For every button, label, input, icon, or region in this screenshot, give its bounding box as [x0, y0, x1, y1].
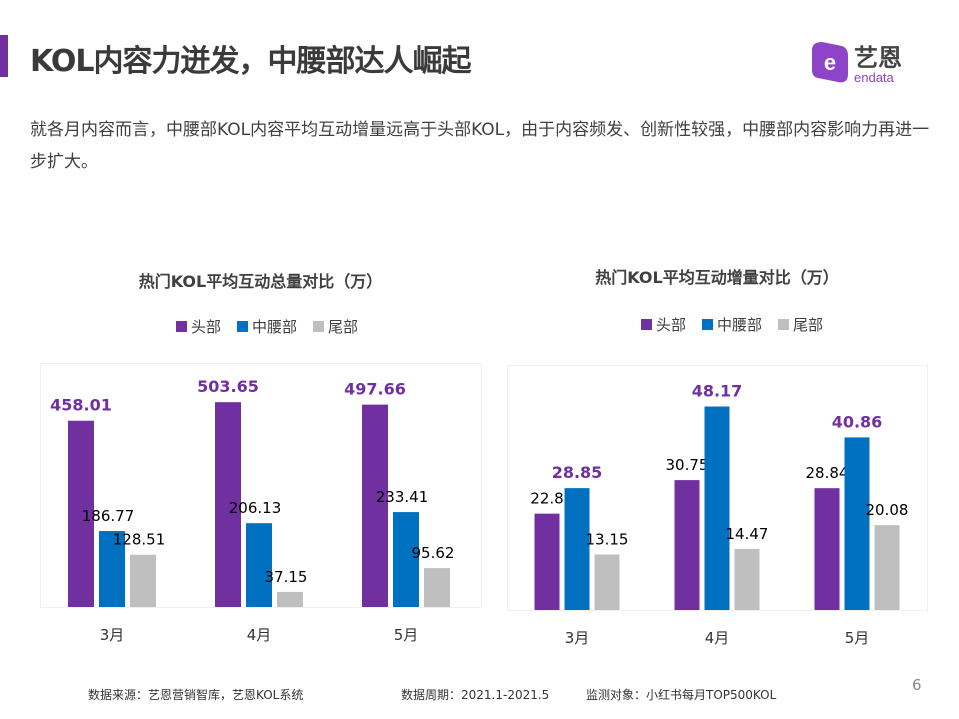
category-label: 3月 [100, 626, 125, 644]
page-number: 6 [912, 676, 922, 694]
svg-text:艺恩: 艺恩 [854, 44, 902, 72]
bar-中腰部 [844, 437, 870, 610]
data-label: 233.41 [376, 488, 429, 506]
data-label: 206.13 [229, 499, 282, 517]
legend-label: 中腰部 [717, 316, 763, 334]
data-label: 458.01 [50, 396, 112, 415]
data-label: 14.47 [726, 525, 769, 543]
category-label: 4月 [705, 629, 730, 647]
footer-target: 监测对象：小红书每月TOP500KOL [586, 688, 777, 702]
chart2-plot-area [507, 365, 928, 611]
chart1-plot-area [40, 363, 482, 608]
bar-尾部 [734, 548, 760, 610]
svg-text:e: e [824, 50, 836, 75]
bar-尾部 [130, 554, 156, 607]
legend-swatch [641, 319, 652, 330]
category-label: 5月 [394, 626, 419, 644]
bar-头部 [814, 488, 840, 610]
bar-尾部 [277, 591, 303, 607]
data-label: 48.17 [692, 382, 743, 401]
legend-label: 头部 [656, 316, 687, 334]
legend-label: 尾部 [328, 318, 359, 336]
data-label: 186.77 [82, 507, 135, 525]
bar-中腰部 [99, 531, 125, 607]
data-label: 497.66 [344, 380, 406, 399]
bar-尾部 [594, 554, 620, 610]
chart2-legend: 头部 中腰部 尾部 [641, 314, 823, 335]
bar-头部 [362, 404, 388, 607]
data-label: 128.51 [113, 531, 166, 549]
legend-label: 尾部 [793, 316, 824, 334]
bar-中腰部 [393, 512, 419, 607]
data-label: 28.84 [806, 464, 849, 482]
legend-item: 头部 [641, 314, 686, 335]
bar-中腰部 [704, 406, 730, 610]
page-title: KOL内容力迸发，中腰部达人崛起 [30, 44, 472, 79]
bar-尾部 [874, 525, 900, 610]
bar-头部 [534, 513, 560, 610]
bar-中腰部 [564, 488, 590, 610]
data-label: 95.62 [412, 544, 455, 562]
data-label: 37.15 [265, 568, 308, 586]
legend-item: 尾部 [778, 314, 823, 335]
data-label: 30.75 [666, 456, 709, 474]
data-label: 13.15 [586, 530, 629, 548]
chart1-title: 热门KOL平均互动总量对比（万） [138, 272, 383, 291]
legend-label: 中腰部 [252, 318, 298, 336]
bar-头部 [674, 480, 700, 610]
svg-text:endata: endata [854, 70, 895, 85]
bar-头部 [68, 420, 94, 607]
footer-source: 数据来源：艺恩营销智库，艺恩KOL系统 [88, 688, 304, 702]
data-label: 22.8 [530, 490, 563, 508]
legend-label: 头部 [191, 318, 222, 336]
bar-中腰部 [246, 523, 272, 607]
bar-尾部 [424, 568, 450, 607]
chart1-legend: 头部 中腰部 尾部 [176, 316, 358, 337]
data-label: 28.85 [552, 463, 603, 482]
legend-item: 头部 [176, 316, 221, 337]
legend-swatch [176, 321, 187, 332]
legend-swatch [778, 319, 790, 330]
footer-period: 数据周期：2021.1-2021.5 [401, 688, 550, 702]
title-accent-bar [0, 35, 8, 77]
chart2-title: 热门KOL平均互动增量对比（万） [595, 268, 839, 287]
legend-item: 尾部 [313, 316, 358, 337]
legend-item: 中腰部 [237, 316, 297, 337]
legend-swatch [313, 321, 325, 332]
data-label: 503.65 [197, 377, 259, 396]
category-label: 5月 [845, 629, 870, 647]
endata-logo: e 艺恩 endata [812, 42, 902, 85]
category-label: 4月 [247, 626, 272, 644]
category-label: 3月 [565, 629, 590, 647]
legend-swatch [702, 319, 714, 330]
data-label: 20.08 [866, 501, 909, 519]
legend-item: 中腰部 [702, 314, 762, 335]
description: 就各月内容而言，中腰部KOL内容平均互动增量远高于头部KOL，由于内容频发、创新… [30, 120, 930, 172]
data-label: 40.86 [832, 412, 883, 431]
legend-swatch [237, 321, 249, 332]
bar-头部 [215, 402, 241, 607]
